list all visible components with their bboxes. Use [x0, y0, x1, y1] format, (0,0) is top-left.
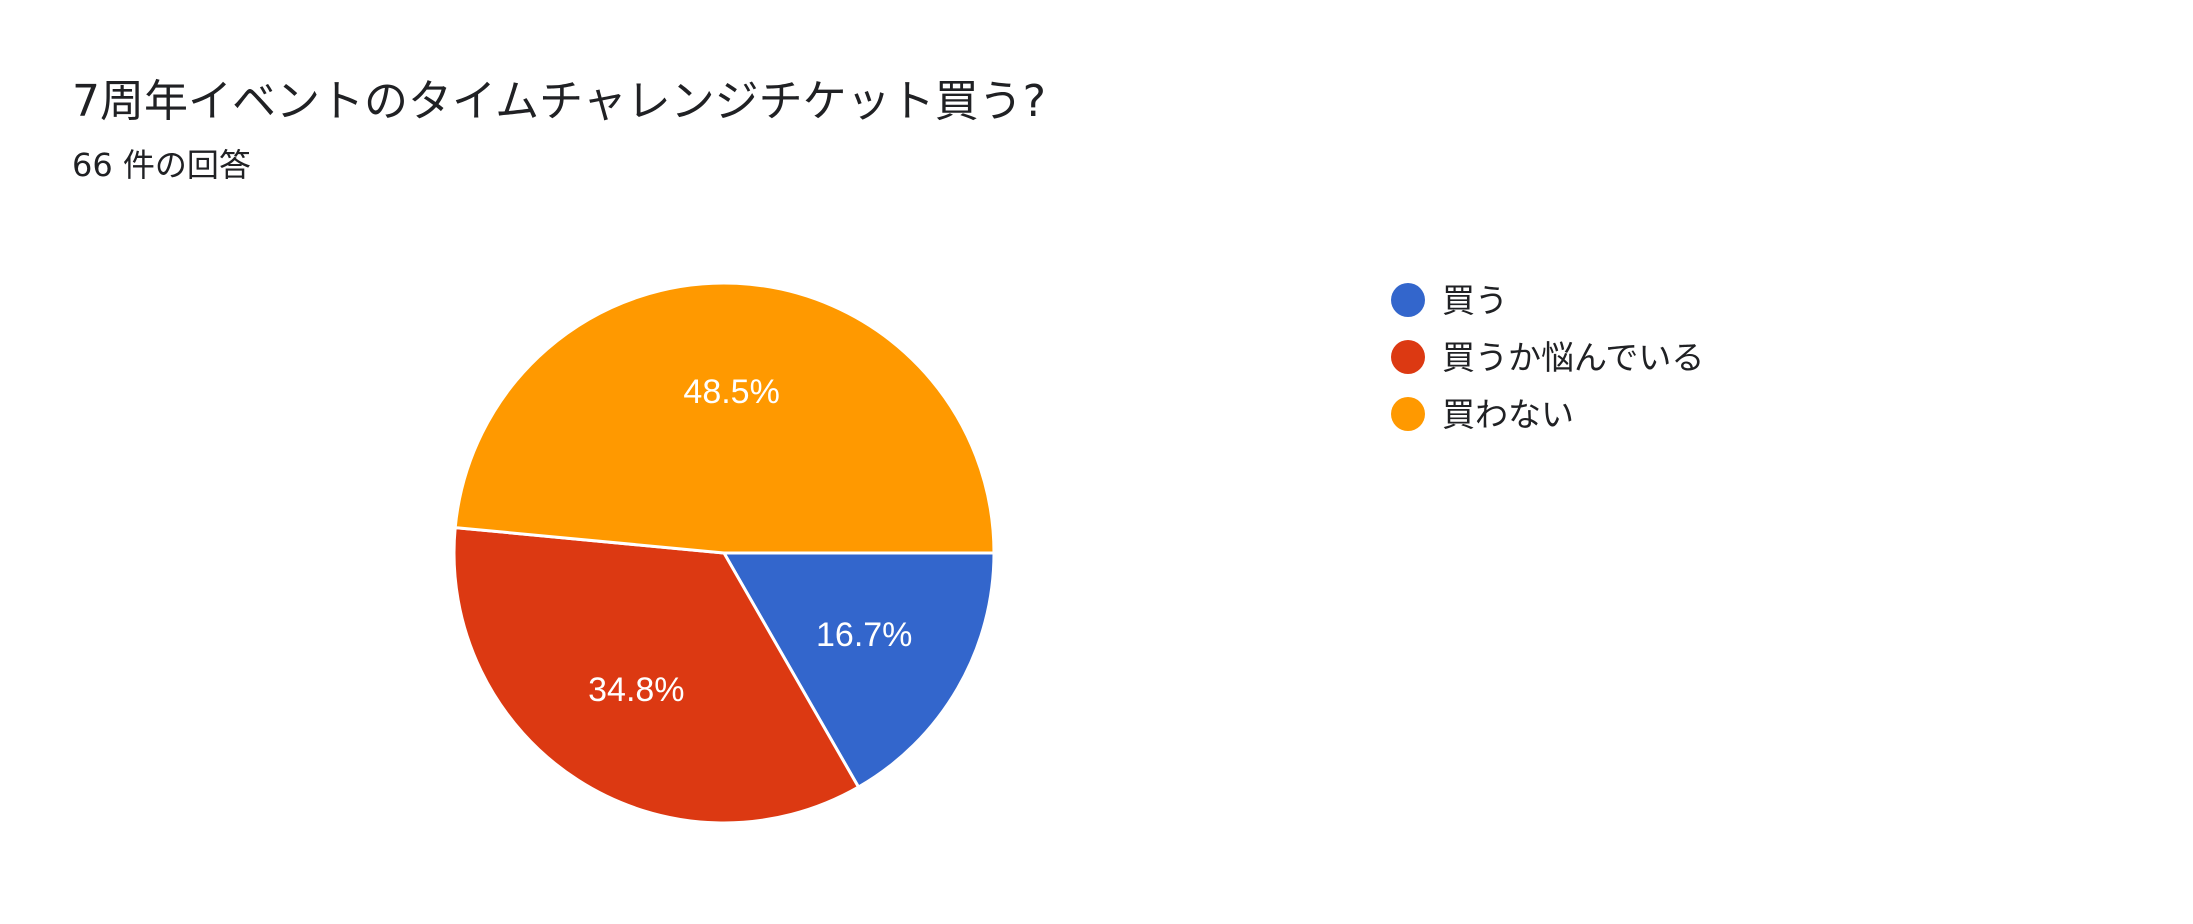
legend-swatch [1391, 340, 1425, 374]
legend-label: 買う [1442, 281, 1508, 320]
legend-label: 買うか悩んでいる [1442, 338, 1704, 377]
response-count: 66 件の回答 [72, 146, 251, 184]
pie-slice-labels: 16.7% 34.8% 48.5% [588, 373, 912, 709]
slice-percent-label: 16.7% [816, 616, 912, 654]
pie-slice-3 [453, 281, 996, 555]
legend-label: 買わない [1442, 395, 1574, 434]
chart-title: 7周年イベントのタイムチャレンジチケット買う? [72, 76, 1047, 127]
legend-swatch [1391, 397, 1425, 431]
pie-slice-2 [452, 525, 861, 825]
slice-percent-label: 48.5% [683, 373, 779, 411]
pie-slice-1 [721, 551, 996, 790]
slice-percent-label: 34.8% [588, 671, 684, 709]
pie-slices [452, 281, 996, 825]
legend-swatch [1391, 283, 1425, 317]
